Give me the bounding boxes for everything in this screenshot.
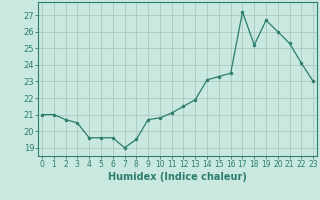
X-axis label: Humidex (Indice chaleur): Humidex (Indice chaleur): [108, 172, 247, 182]
